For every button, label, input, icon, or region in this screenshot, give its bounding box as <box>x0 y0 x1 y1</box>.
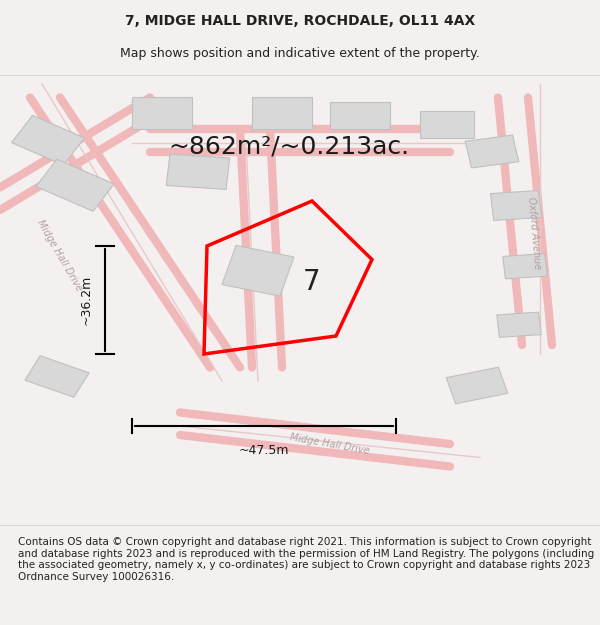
Text: ~36.2m: ~36.2m <box>80 275 93 325</box>
Text: Midge Hall Drive: Midge Hall Drive <box>35 217 85 292</box>
Polygon shape <box>465 135 519 168</box>
Text: Oxford Avenue: Oxford Avenue <box>526 196 542 269</box>
Text: Midge Hall Drive: Midge Hall Drive <box>289 432 371 456</box>
Text: 7: 7 <box>303 268 321 296</box>
Polygon shape <box>446 368 508 404</box>
Polygon shape <box>36 159 114 211</box>
Polygon shape <box>25 356 89 398</box>
Polygon shape <box>252 98 312 129</box>
Text: Map shows position and indicative extent of the property.: Map shows position and indicative extent… <box>120 48 480 61</box>
Text: ~862m²/~0.213ac.: ~862m²/~0.213ac. <box>168 135 409 159</box>
Polygon shape <box>166 154 230 189</box>
Text: Contains OS data © Crown copyright and database right 2021. This information is : Contains OS data © Crown copyright and d… <box>18 537 594 582</box>
Text: 7, MIDGE HALL DRIVE, ROCHDALE, OL11 4AX: 7, MIDGE HALL DRIVE, ROCHDALE, OL11 4AX <box>125 14 475 28</box>
Polygon shape <box>330 102 390 129</box>
Polygon shape <box>420 111 474 138</box>
Text: ~47.5m: ~47.5m <box>239 444 289 457</box>
Polygon shape <box>497 312 541 338</box>
Polygon shape <box>132 98 192 129</box>
Polygon shape <box>11 116 85 165</box>
Polygon shape <box>503 254 547 279</box>
Polygon shape <box>491 191 541 221</box>
Polygon shape <box>222 246 294 296</box>
